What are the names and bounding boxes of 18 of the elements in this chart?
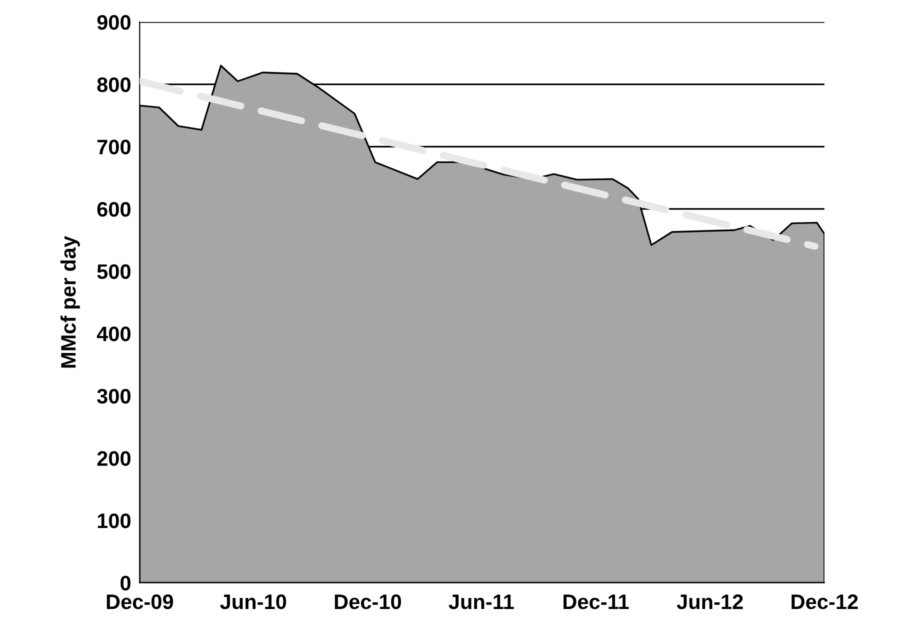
y-tick-label: 800 [97, 77, 130, 92]
x-tick-label: Dec-12 [792, 594, 858, 610]
y-tick-label: 700 [97, 140, 130, 154]
y-tick-label: 0 [120, 576, 130, 591]
y-tick-label: 300 [97, 388, 130, 404]
x-tick-label: Jun-12 [676, 594, 743, 610]
x-tick-label: Dec-09 [106, 594, 174, 610]
x-tick-label: Jun-10 [220, 594, 286, 610]
y-axis-title: MMcf per day [60, 236, 80, 368]
y-tick-label: 500 [97, 264, 130, 280]
x-tick-label: Dec-10 [334, 594, 402, 610]
y-tick-label: 600 [97, 202, 130, 217]
y-tick-label: 400 [96, 326, 130, 342]
x-tick-label: Dec-11 [564, 594, 629, 610]
x-tick-label: Jun-11 [448, 594, 514, 610]
y-tick-label: 900 [97, 15, 130, 30]
y-tick-label: 100 [98, 513, 130, 528]
y-tick-label: 200 [97, 451, 130, 466]
